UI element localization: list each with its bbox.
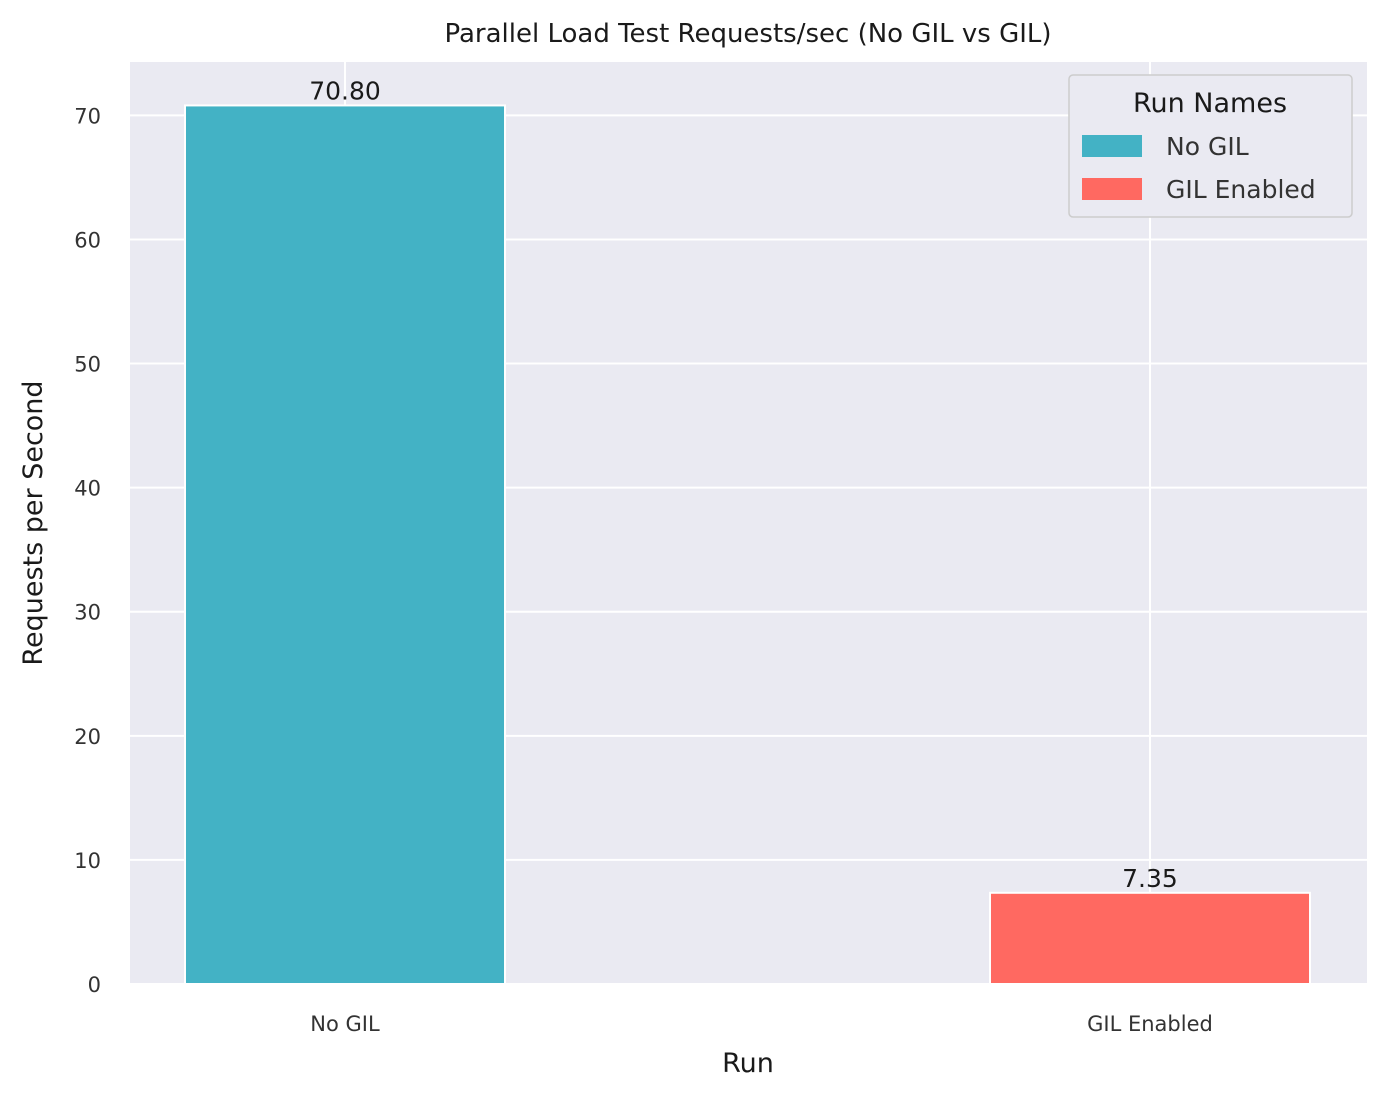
bar-no-gil [184, 104, 506, 986]
y-axis-ticks: 0 10 20 30 40 50 60 70 [74, 104, 101, 997]
bar-value-label-gil-enabled: 7.35 [1122, 864, 1178, 893]
legend-swatch-no-gil [1082, 135, 1142, 157]
y-tick-label-0: 0 [88, 973, 101, 997]
y-tick-label-30: 30 [74, 601, 101, 625]
x-tick-label-no-gil: No GIL [310, 1012, 380, 1036]
bar-value-labels: 70.80 7.35 [309, 76, 1178, 892]
y-tick-label-50: 50 [74, 353, 101, 377]
chart-title: Parallel Load Test Requests/sec (No GIL … [444, 19, 1051, 49]
legend-title: Run Names [1133, 88, 1287, 119]
bars [184, 104, 1311, 986]
legend-swatch-gil-enabled [1082, 178, 1142, 200]
y-axis-label: Requests per Second [18, 380, 49, 665]
y-tick-label-60: 60 [74, 228, 101, 252]
x-axis-label: Run [722, 1048, 774, 1079]
legend-entry-no-gil: No GIL [1166, 132, 1249, 161]
y-tick-label-40: 40 [74, 477, 101, 501]
legend-entry-gil-enabled: GIL Enabled [1166, 175, 1316, 204]
bar-gil-enabled [989, 891, 1311, 985]
y-tick-label-20: 20 [74, 725, 101, 749]
legend: Run Names No GIL GIL Enabled [1068, 74, 1353, 218]
x-axis-ticks: No GIL GIL Enabled [310, 1012, 1213, 1036]
x-tick-label-gil-enabled: GIL Enabled [1087, 1012, 1213, 1036]
y-tick-label-70: 70 [74, 104, 101, 128]
bar-value-label-no-gil: 70.80 [309, 76, 381, 105]
y-tick-label-10: 10 [74, 849, 101, 873]
